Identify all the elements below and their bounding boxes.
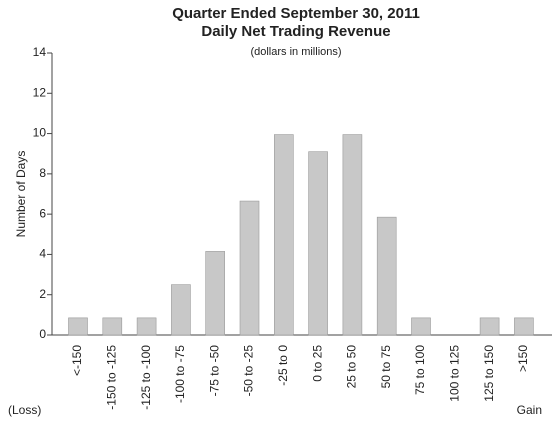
x-tick-label: -50 to -25	[242, 345, 256, 397]
x-tick-label: 100 to 125	[447, 345, 461, 402]
x-tick-label: 50 to 75	[379, 345, 393, 389]
bar	[136, 317, 157, 336]
bar	[376, 216, 397, 336]
x-tick-label: 125 to 150	[482, 345, 496, 402]
y-axis-label: Number of Days	[14, 151, 28, 238]
x-tick-label: -100 to -75	[173, 345, 187, 403]
bar	[102, 317, 123, 336]
bar	[479, 317, 500, 336]
y-tick-label: 4	[39, 247, 46, 261]
y-tick-label: 10	[33, 126, 47, 140]
x-tick-label: <-150	[70, 345, 84, 376]
y-tick-label: 2	[39, 287, 46, 301]
y-tick-label: 14	[33, 45, 47, 59]
bar	[171, 284, 191, 336]
bar	[514, 317, 534, 336]
y-tick-label: 6	[39, 206, 46, 220]
x-tick-label: -150 to -125	[104, 345, 118, 410]
bar	[239, 200, 260, 336]
x-tick-label: -25 to 0	[276, 345, 290, 386]
bar	[68, 317, 88, 336]
y-tick-label: 12	[33, 85, 47, 99]
bar	[205, 251, 225, 336]
x-tick-label: >150	[516, 345, 530, 372]
y-tick-label: 0	[39, 327, 46, 341]
bar	[308, 151, 328, 336]
bar	[342, 134, 363, 336]
bar	[273, 134, 294, 336]
x-tick-label: 0 to 25	[310, 345, 324, 382]
chart-title: Quarter Ended September 30, 2011	[172, 5, 420, 22]
annotation: Gain	[517, 403, 542, 417]
chart-note: (dollars in millions)	[250, 46, 341, 58]
x-tick-label: -75 to -50	[207, 345, 221, 397]
x-tick-label: -125 to -100	[139, 345, 153, 410]
chart-subtitle: Daily Net Trading Revenue	[201, 23, 390, 40]
bar	[411, 317, 431, 336]
x-tick-label: 25 to 50	[345, 345, 359, 389]
x-tick-label: 75 to 100	[413, 345, 427, 395]
y-tick-label: 8	[39, 166, 46, 180]
annotation: (Loss)	[8, 403, 41, 417]
